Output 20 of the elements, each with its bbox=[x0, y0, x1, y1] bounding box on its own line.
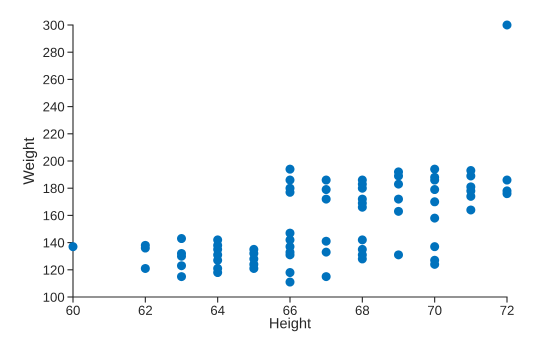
x-tick-label: 72 bbox=[500, 306, 514, 315]
y-tick-label: 220 bbox=[43, 129, 64, 139]
x-tick-label: 70 bbox=[428, 306, 442, 316]
y-tick-label: 200 bbox=[43, 156, 64, 166]
y-tick-label: 160 bbox=[44, 210, 64, 220]
x-tick-label: 64 bbox=[211, 306, 225, 316]
y-axis-title: Weight bbox=[22, 137, 38, 185]
y-tick-label: 180 bbox=[44, 184, 64, 194]
y-tick-label: 300 bbox=[43, 20, 64, 30]
x-tick-label: 62 bbox=[138, 306, 152, 316]
y-tick-label: 140 bbox=[44, 238, 64, 248]
y-tick-label: 120 bbox=[44, 265, 64, 275]
y-tick-label: 240 bbox=[43, 102, 64, 112]
y-tick-label: 100 bbox=[44, 292, 64, 302]
x-tick-label: 68 bbox=[356, 306, 370, 316]
x-tick-label: 66 bbox=[283, 306, 297, 316]
y-tick-label: 280 bbox=[43, 48, 64, 58]
y-tick-label: 260 bbox=[43, 74, 64, 84]
x-axis-title: Height bbox=[270, 318, 311, 332]
x-tick-label: 60 bbox=[66, 306, 80, 316]
